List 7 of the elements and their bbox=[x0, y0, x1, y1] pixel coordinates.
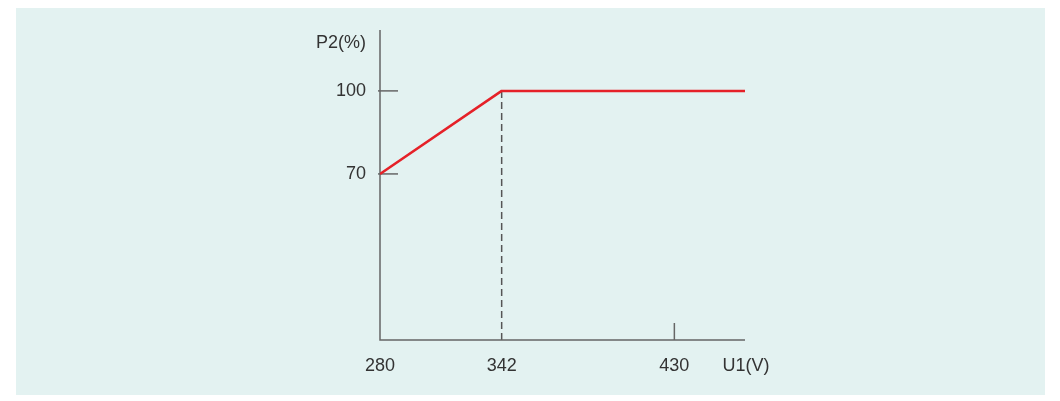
y-tick-label: 100 bbox=[335, 79, 366, 100]
y-axis-title: P2(%) bbox=[315, 31, 366, 52]
x-tick-label: 342 bbox=[486, 354, 517, 375]
x-tick-label: 430 bbox=[659, 354, 690, 375]
x-axis-title: U1(V) bbox=[722, 354, 770, 375]
x-tick-label: 280 bbox=[364, 354, 396, 375]
y-tick-label: 70 bbox=[345, 162, 366, 183]
